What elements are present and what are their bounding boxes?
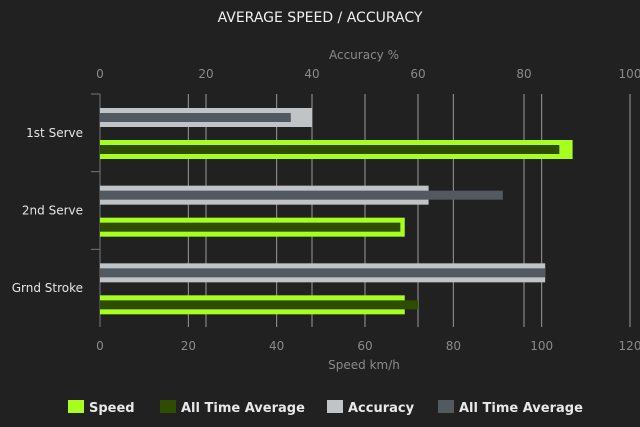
bottom-tick-label: 100 (530, 339, 553, 353)
chart-title: AVERAGE SPEED / ACCURACY (218, 10, 423, 26)
top-tick-label: 20 (198, 67, 213, 81)
legend-swatch (327, 400, 343, 413)
category-label: 1st Serve (26, 126, 83, 140)
speed-average-bar (100, 300, 418, 310)
top-tick-label: 100 (619, 67, 640, 81)
legend-label: All Time Average (181, 401, 305, 416)
bottom-axis-label: Speed km/h (328, 358, 400, 372)
bottom-tick-label: 120 (619, 339, 640, 353)
legend-label: Accuracy (348, 401, 415, 416)
category-label: Grnd Stroke (12, 281, 83, 295)
legend-label: All Time Average (459, 401, 583, 416)
speed-average-bar (100, 145, 560, 154)
accuracy-average-bar (100, 268, 546, 278)
accuracy-average-bar (100, 113, 291, 122)
bottom-tick-label: 80 (446, 339, 461, 353)
top-axis-label: Accuracy % (329, 48, 399, 62)
top-tick-label: 80 (516, 67, 531, 81)
legend-label: Speed (89, 401, 135, 416)
speed-average-bar (100, 222, 401, 232)
bottom-tick-label: 0 (96, 339, 104, 353)
bottom-tick-label: 20 (181, 339, 196, 353)
top-tick-label: 0 (96, 67, 104, 81)
legend-swatch (160, 400, 176, 413)
accuracy-average-bar (100, 190, 503, 200)
bottom-tick-label: 60 (357, 339, 372, 353)
top-tick-label: 60 (410, 67, 425, 81)
legend-swatch (68, 400, 84, 413)
bottom-tick-label: 40 (269, 339, 284, 353)
top-tick-label: 40 (304, 67, 319, 81)
category-label: 2nd Serve (22, 204, 83, 218)
legend-swatch (438, 400, 454, 413)
